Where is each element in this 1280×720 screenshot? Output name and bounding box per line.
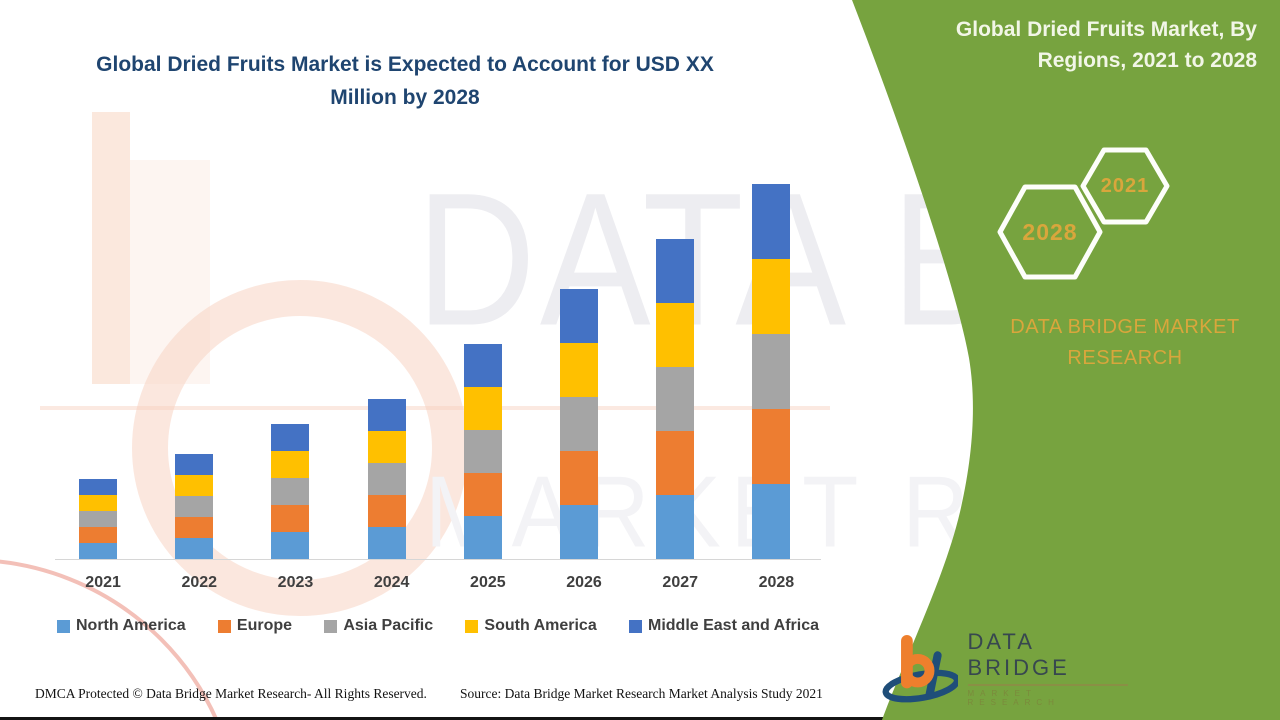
bar-segment-asia-pacific (560, 397, 598, 451)
bar-segment-south-america (560, 343, 598, 397)
stacked-bar-2026 (560, 289, 598, 559)
stacked-bar-2024 (368, 399, 406, 559)
legend-swatch-icon (629, 619, 642, 633)
logo-words: DATA BRIDGE MARKET RESEARCH (967, 629, 1128, 707)
bar-segment-asia-pacific (752, 334, 790, 409)
plot-area (55, 165, 821, 560)
stacked-bar-2028 (752, 184, 790, 559)
bar-segment-middle-east-and-africa (175, 454, 213, 475)
brand-wordmark-line2: RESEARCH (1067, 347, 1183, 369)
bar-segment-north-america (175, 538, 213, 559)
page-title: Global Dried Fruits Market is Expected t… (58, 48, 752, 114)
dmca-notice: DMCA Protected © Data Bridge Market Rese… (35, 686, 427, 701)
bar-segment-asia-pacific (656, 367, 694, 431)
legend-item-asia-pacific: Asia Pacific (324, 617, 433, 635)
side-panel-heading: Global Dried Fruits Market, By Regions, … (877, 14, 1257, 76)
bar-segment-south-america (656, 303, 694, 367)
bar-segment-north-america (464, 516, 502, 559)
logo-subtitle: MARKET RESEARCH (967, 689, 1060, 707)
bar-segment-north-america (79, 543, 117, 559)
bar-segment-europe (271, 505, 309, 532)
bar-segment-asia-pacific (271, 478, 309, 505)
data-bridge-logo: DATA BRIDGE MARKET RESEARCH (878, 629, 1128, 707)
bar-segment-north-america (752, 484, 790, 559)
bar-segment-asia-pacific (464, 430, 502, 473)
bar-segment-europe (464, 473, 502, 516)
x-axis-label-2022: 2022 (181, 574, 218, 591)
x-axis-label-2027: 2027 (662, 574, 699, 591)
bar-segment-europe (79, 527, 117, 543)
legend-label: Middle East and Africa (648, 617, 819, 634)
bar-segment-middle-east-and-africa (464, 344, 502, 387)
brand-wordmark-line1: DATA BRIDGE MARKET (1010, 316, 1240, 338)
stacked-bar-2027 (656, 239, 694, 559)
legend-item-middle-east-and-africa: Middle East and Africa (629, 617, 819, 635)
bar-segment-middle-east-and-africa (656, 239, 694, 303)
logo-name: DATA BRIDGE (967, 629, 1128, 686)
page-title-line2: Million by 2028 (330, 86, 480, 109)
bar-segment-south-america (79, 495, 117, 511)
stacked-bar-2022 (175, 454, 213, 559)
bar-segment-south-america (368, 431, 406, 463)
bar-segment-middle-east-and-africa (79, 479, 117, 495)
legend-label: South America (484, 617, 597, 634)
side-panel-heading-line1: Global Dried Fruits Market, By (955, 18, 1257, 41)
logo-b-bowl (901, 653, 935, 688)
bar-segment-asia-pacific (175, 496, 213, 517)
legend-label: Europe (236, 617, 293, 634)
hexagon-2021-label: 2021 (1100, 175, 1150, 197)
chart-legend: North America Europe Asia Pacific South Ame… (57, 617, 819, 635)
bar-segment-south-america (752, 259, 790, 334)
source-note: Source: Data Bridge Market Research Mark… (460, 686, 823, 701)
x-axis-label-2021: 2021 (85, 574, 121, 591)
bar-segment-north-america (656, 495, 694, 559)
legend-swatch-icon (217, 619, 231, 633)
stacked-bar-2023 (271, 424, 309, 559)
x-axis-line (55, 559, 821, 560)
legend-item-south-america: South America (465, 617, 597, 635)
x-axis-label-2025: 2025 (470, 574, 506, 591)
bar-segment-europe (368, 495, 406, 527)
brand-wordmark: DATA BRIDGE MARKET RESEARCH (955, 312, 1280, 374)
bar-segment-south-america (271, 451, 309, 478)
legend-item-north-america: North America (57, 617, 186, 635)
bar-segment-north-america (560, 505, 598, 559)
bar-segment-north-america (368, 527, 406, 559)
bar-segment-asia-pacific (79, 511, 117, 527)
x-axis-label-2026: 2026 (566, 574, 602, 591)
bar-segment-middle-east-and-africa (752, 184, 790, 259)
bar-segment-europe (560, 451, 598, 505)
x-axis-label-2028: 2028 (758, 574, 795, 591)
x-axis-labels: 2021 2022 2023 2024 2025 2026 2027 2028 (55, 574, 825, 592)
x-axis-label-2023: 2023 (277, 574, 314, 591)
bar-segment-europe (175, 517, 213, 538)
page-title-line1: Global Dried Fruits Market is Expected t… (96, 53, 714, 76)
legend-item-europe: Europe (217, 617, 293, 635)
stacked-bar-2025 (464, 344, 502, 559)
bar-segment-north-america (271, 532, 309, 559)
legend-swatch-icon (465, 619, 479, 633)
hexagon-2028-label: 2028 (1022, 219, 1078, 245)
bar-segment-europe (656, 431, 694, 495)
bar-segment-europe (752, 409, 790, 484)
x-axis-label-2024: 2024 (373, 574, 410, 591)
legend-label: North America (76, 617, 186, 634)
legend-label: Asia Pacific (343, 617, 434, 634)
stacked-bar-2021 (79, 479, 117, 559)
bar-segment-middle-east-and-africa (271, 424, 309, 451)
data-bridge-logo-icon (882, 635, 958, 703)
bar-segment-south-america (464, 387, 502, 430)
bar-segment-asia-pacific (368, 463, 406, 495)
bar-segment-middle-east-and-africa (560, 289, 598, 343)
bottom-border-line (0, 717, 1280, 720)
bar-segment-middle-east-and-africa (368, 399, 406, 431)
side-panel-heading-line2: Regions, 2021 to 2028 (1037, 49, 1257, 72)
legend-swatch-icon (324, 619, 338, 633)
legend-swatch-icon (57, 619, 70, 633)
bar-segment-south-america (175, 475, 213, 496)
